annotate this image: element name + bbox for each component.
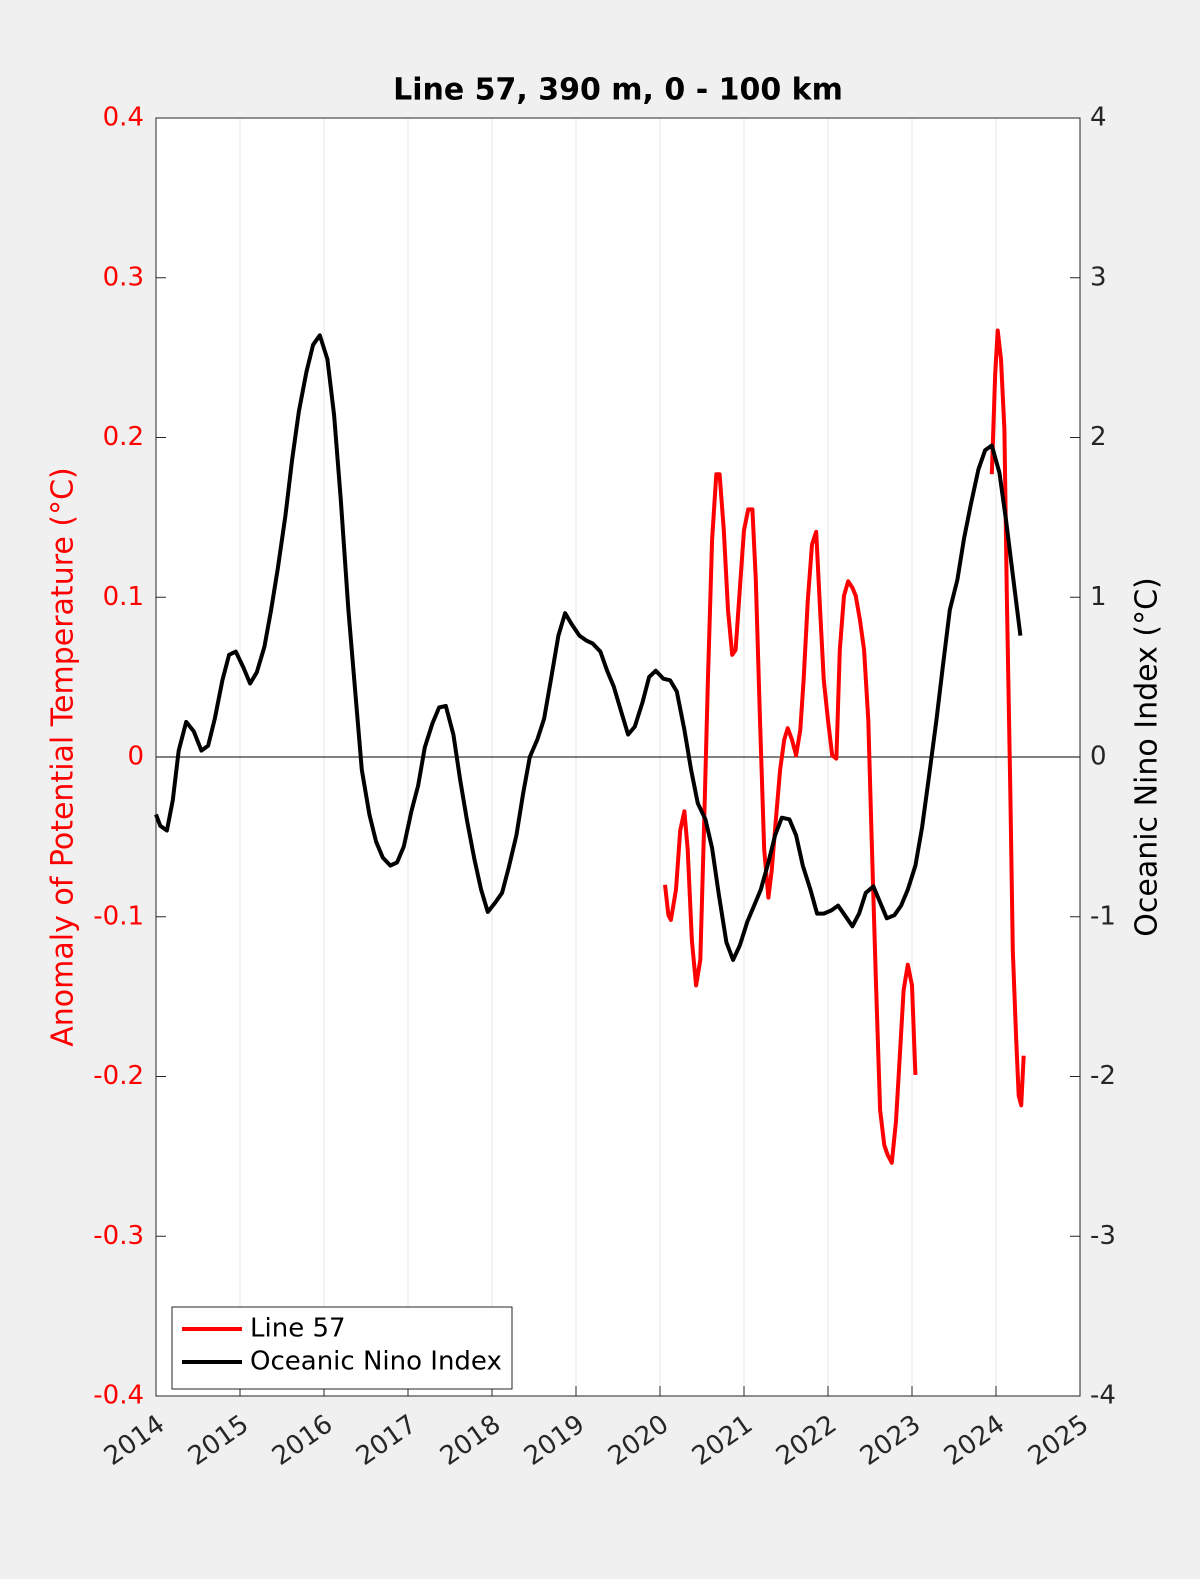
x-tick-label: 2025 xyxy=(1023,1409,1094,1472)
y2-tick-label: 0 xyxy=(1090,742,1107,772)
x-tick-label: 2015 xyxy=(183,1409,254,1472)
x-tick-label: 2024 xyxy=(939,1409,1010,1472)
y-tick-label: 0.1 xyxy=(103,582,144,612)
plot-frame xyxy=(155,117,1081,1397)
y2-tick-label: 3 xyxy=(1090,262,1107,292)
y-tick-label: 0.4 xyxy=(103,103,144,133)
y-tick-label: 0.2 xyxy=(103,422,144,452)
chart-title: Line 57, 390 m, 0 - 100 km xyxy=(393,73,843,108)
y2-tick-label: 4 xyxy=(1090,103,1107,133)
x-tick-label: 2023 xyxy=(855,1409,926,1472)
x-tick-label: 2020 xyxy=(603,1409,674,1472)
x-tick-label: 2019 xyxy=(519,1409,590,1472)
x-tick-label: 2022 xyxy=(771,1409,842,1472)
series-line xyxy=(989,328,1026,1108)
legend-label: Line 57 xyxy=(250,1314,346,1344)
y2-axis-label: Oceanic Nino Index (°C) xyxy=(1130,577,1165,937)
y-tick-label: -0.3 xyxy=(93,1221,144,1251)
series-line xyxy=(663,472,918,1165)
y-tick-label: -0.1 xyxy=(93,901,144,931)
y2-tick-label: -4 xyxy=(1090,1381,1116,1411)
x-tick-label: 2021 xyxy=(687,1409,758,1472)
y-tick-label: -0.2 xyxy=(93,1061,144,1091)
y-axis-label: Anomaly of Potential Temperature (°C) xyxy=(46,467,81,1046)
x-tick-label: 2017 xyxy=(351,1409,422,1472)
legend-label: Oceanic Nino Index xyxy=(250,1347,502,1377)
y-tick-label: 0.3 xyxy=(103,262,144,292)
x-tick-label: 2018 xyxy=(435,1409,506,1472)
y2-tick-label: -1 xyxy=(1090,901,1116,931)
legend-box xyxy=(171,1306,513,1390)
y-tick-label: 0 xyxy=(127,742,144,772)
x-tick-label: 2016 xyxy=(267,1409,338,1472)
y2-tick-label: 1 xyxy=(1090,582,1107,612)
x-tick-label: 2014 xyxy=(99,1409,170,1472)
y-tick-label: -0.4 xyxy=(93,1381,144,1411)
y2-tick-label: 2 xyxy=(1090,422,1107,452)
y2-tick-label: -3 xyxy=(1090,1221,1116,1251)
y2-tick-label: -2 xyxy=(1090,1061,1116,1091)
series-line xyxy=(154,333,1023,962)
